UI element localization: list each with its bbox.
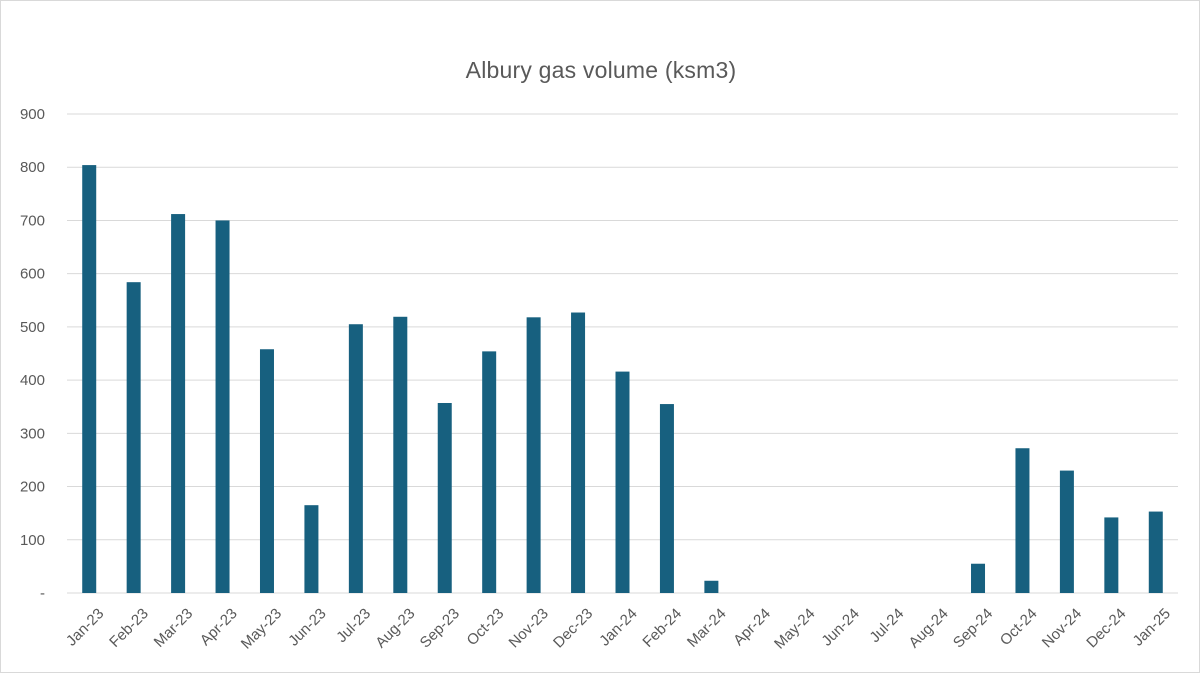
x-tick-label: Oct-23 <box>464 605 508 649</box>
bar-dec-23 <box>571 312 586 593</box>
bar-aug-23 <box>393 316 408 593</box>
x-tick-label: Nov-24 <box>1039 605 1085 651</box>
bar-jun-23 <box>304 505 319 593</box>
x-tick-label: Aug-23 <box>372 605 418 651</box>
bar-dec-24 <box>1104 517 1119 593</box>
bar-oct-23 <box>482 351 497 593</box>
x-tick-label: Feb-23 <box>106 605 152 651</box>
bar-feb-24 <box>659 404 674 593</box>
y-axis-ticks: - 100 200 300 400 500 600 700 800 900 <box>20 106 45 602</box>
bar-mar-24 <box>704 580 719 593</box>
bar-jan-23 <box>82 165 97 594</box>
x-tick-label: May-24 <box>771 605 818 652</box>
x-tick-label: Apr-23 <box>197 605 241 649</box>
bar-nov-24 <box>1059 470 1074 593</box>
x-tick-label: Mar-23 <box>151 605 197 651</box>
x-tick-label: Jan-24 <box>596 605 640 649</box>
x-tick-label: Jul-23 <box>333 605 374 646</box>
bar-may-23 <box>259 349 274 593</box>
x-tick-label: Jul-24 <box>866 605 907 646</box>
bar-mar-23 <box>171 214 186 593</box>
x-tick-label: Feb-24 <box>639 605 685 651</box>
bars <box>82 165 1163 594</box>
x-tick-label: Dec-24 <box>1083 605 1129 651</box>
bar-jul-23 <box>348 324 363 593</box>
x-tick-label: Jan-23 <box>63 605 107 649</box>
bar-apr-23 <box>215 220 230 593</box>
x-tick-label: Mar-24 <box>684 605 730 651</box>
y-tick-label: 800 <box>20 159 45 176</box>
bar-sep-24 <box>971 563 986 593</box>
bar-sep-23 <box>437 402 452 593</box>
chart-title: Albury gas volume (ksm3) <box>465 57 737 83</box>
x-tick-label: Jun-24 <box>818 605 862 649</box>
y-tick-label: 400 <box>20 372 45 389</box>
bar-nov-23 <box>526 317 541 593</box>
y-tick-label: 700 <box>20 212 45 229</box>
bar-feb-23 <box>126 282 141 593</box>
x-tick-label: Nov-23 <box>506 605 552 651</box>
x-tick-label: Aug-24 <box>906 605 952 651</box>
y-tick-label: 300 <box>20 425 45 442</box>
y-tick-label: 200 <box>20 479 45 496</box>
y-tick-label: 900 <box>20 106 45 123</box>
x-tick-label: Oct-24 <box>997 605 1041 649</box>
y-tick-label: 100 <box>20 532 45 549</box>
x-tick-label: Sep-24 <box>950 605 996 651</box>
x-tick-label: May-23 <box>238 605 285 652</box>
bar-jan-24 <box>615 371 630 593</box>
x-tick-label: Sep-23 <box>417 605 463 651</box>
x-tick-label: Dec-23 <box>550 605 596 651</box>
y-tick-label: - <box>40 585 45 602</box>
x-tick-label: Apr-24 <box>730 605 774 649</box>
x-tick-label: Jan-25 <box>1130 605 1174 649</box>
bar-oct-24 <box>1015 448 1030 593</box>
y-tick-label: 600 <box>20 266 45 283</box>
bar-jan-25 <box>1148 511 1163 593</box>
x-tick-label: Jun-23 <box>285 605 329 649</box>
y-tick-label: 500 <box>20 319 45 336</box>
